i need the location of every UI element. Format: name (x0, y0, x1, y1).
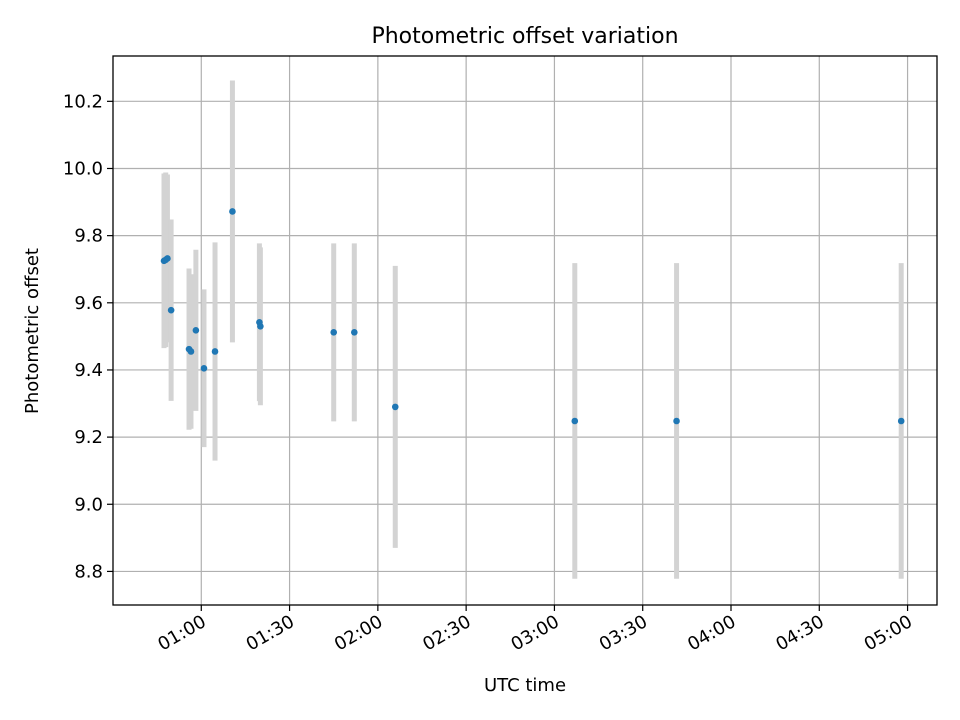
y-tick-label: 9.4 (74, 360, 103, 381)
data-point (897, 417, 905, 425)
data-point (192, 327, 200, 334)
y-tick-label: 9.2 (74, 427, 103, 448)
y-tick-label: 8.8 (74, 561, 103, 582)
x-tick-label: 03:00 (508, 611, 563, 655)
ticks (107, 100, 909, 611)
plot-frame (112, 55, 938, 606)
y-axis-label: Photometric offset (22, 248, 43, 414)
x-tick-label: 03:30 (596, 611, 651, 655)
x-tick-label: 04:30 (772, 611, 827, 655)
x-tick-label: 02:30 (419, 611, 474, 655)
data-point (351, 329, 358, 336)
data-point (164, 255, 171, 262)
data-point (330, 329, 338, 336)
data-point (571, 417, 579, 425)
x-axis-label: UTC time (484, 675, 566, 696)
y-tick-label: 10.2 (63, 91, 103, 112)
x-tick-label: 02:00 (331, 611, 386, 655)
data-point (200, 364, 208, 372)
x-tick-label: 04:00 (684, 611, 739, 655)
x-tick-label: 01:30 (243, 611, 298, 655)
x-tick-label: 05:00 (861, 611, 916, 655)
data-point (673, 417, 680, 425)
data-point (211, 348, 219, 355)
data-point (167, 306, 175, 314)
data-point (391, 403, 399, 411)
y-tick-label: 9.0 (74, 494, 103, 515)
y-tick-label: 9.8 (74, 226, 103, 247)
y-tick-label: 9.6 (74, 293, 103, 314)
grid (113, 56, 937, 605)
data-point (257, 323, 264, 330)
x-tick-label: 01:00 (154, 611, 209, 655)
chart-title: Photometric offset variation (371, 24, 678, 49)
data-points (160, 208, 905, 425)
y-tick-label: 10.0 (63, 158, 103, 179)
data-point (187, 348, 195, 355)
data-point (229, 208, 236, 215)
